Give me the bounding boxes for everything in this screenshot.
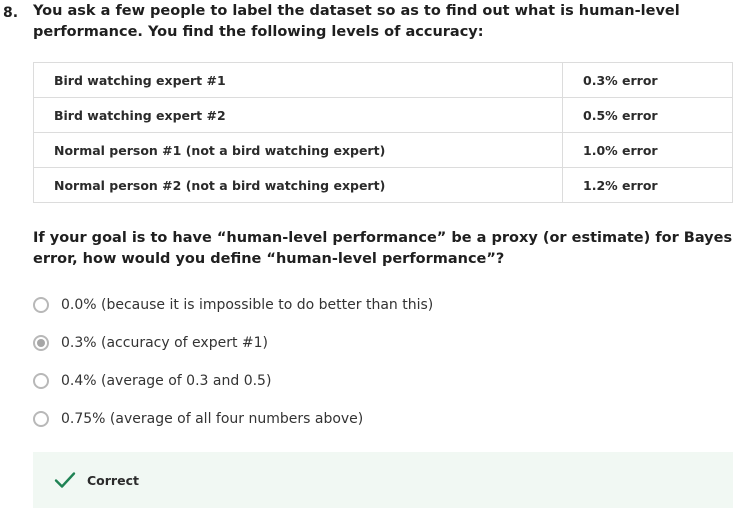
table-row: Bird watching expert #2 0.5% error: [33, 97, 733, 133]
person-cell: Normal person #1 (not a bird watching ex…: [33, 132, 563, 168]
accuracy-levels-table: Bird watching expert #1 0.3% error Bird …: [33, 62, 733, 203]
answer-option-1[interactable]: 0.0% (because it is impossible to do bet…: [33, 286, 733, 324]
question-number: 8.: [3, 5, 19, 21]
question-prompt: If your goal is to have “human-level per…: [33, 230, 733, 267]
answer-option-2[interactable]: 0.3% (accuracy of expert #1): [33, 324, 733, 362]
checkmark-icon: [54, 472, 76, 488]
answer-option-4[interactable]: 0.75% (average of all four numbers above…: [33, 400, 733, 438]
radio-button[interactable]: [33, 373, 49, 389]
error-cell: 0.3% error: [562, 62, 733, 98]
answer-option-3[interactable]: 0.4% (average of 0.3 and 0.5): [33, 362, 733, 400]
table-row: Normal person #1 (not a bird watching ex…: [33, 132, 733, 168]
option-label: 0.0% (because it is impossible to do bet…: [61, 297, 434, 313]
person-cell: Bird watching expert #2: [33, 97, 563, 133]
person-cell: Normal person #2 (not a bird watching ex…: [33, 167, 563, 203]
radio-button[interactable]: [33, 297, 49, 313]
answer-options: 0.0% (because it is impossible to do bet…: [33, 286, 733, 438]
feedback-label: Correct: [87, 472, 139, 488]
error-cell: 1.0% error: [562, 132, 733, 168]
option-label: 0.75% (average of all four numbers above…: [61, 411, 364, 427]
radio-button[interactable]: [33, 335, 49, 351]
person-cell: Bird watching expert #1: [33, 62, 563, 98]
table-row: Normal person #2 (not a bird watching ex…: [33, 167, 733, 203]
error-cell: 0.5% error: [562, 97, 733, 133]
feedback-box: Correct: [33, 452, 733, 508]
table-row: Bird watching expert #1 0.3% error: [33, 62, 733, 98]
error-cell: 1.2% error: [562, 167, 733, 203]
question-text: You ask a few people to label the datase…: [33, 3, 680, 40]
option-label: 0.4% (average of 0.3 and 0.5): [61, 373, 272, 389]
radio-button[interactable]: [33, 411, 49, 427]
option-label: 0.3% (accuracy of expert #1): [61, 335, 268, 351]
